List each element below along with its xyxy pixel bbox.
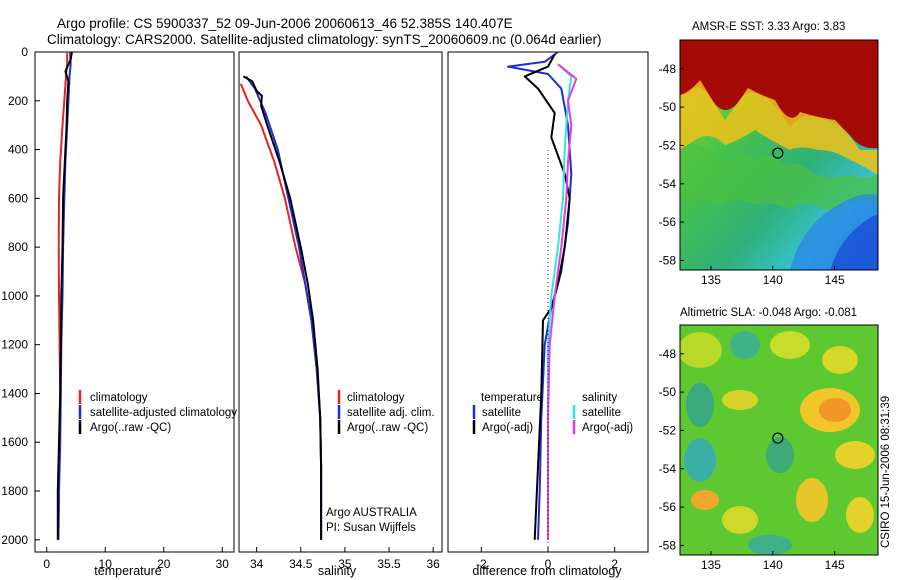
sla-map-axes: 135 140 145 -48 -50 -52 -54 -56 -58 [659,347,845,572]
legend-label-argo: Argo(..raw -QC) [90,422,171,434]
salinity-axis-label: salinity [318,564,357,578]
sst-map-frame [679,39,879,271]
depth-tick-label: 1000 [1,289,28,303]
x-tick-label: 2 [611,557,618,571]
x-tick-label: 35.5 [377,557,401,571]
x-tick-label: 34 [250,557,264,571]
series-line-satellite-adj-clim- [245,75,323,540]
argo-note-line2: PI: Susan Wijffels [326,522,416,534]
depth-tick-label: 400 [8,143,28,157]
legend-label-satellite: satellite adj. clim. [347,407,435,419]
legend-label-climatology: climatology [347,392,405,404]
map-y-tick-label: -50 [659,385,677,399]
sla-map-title: Altimetric SLA: -0.048 Argo: -0.081 [680,307,857,319]
map-y-tick-label: -58 [659,538,677,552]
salinity-panel: 34 34.5 35 35.5 36 [239,75,440,571]
salinity-legend: climatology satellite adj. clim. Argo(..… [337,390,435,434]
map-x-tick-label: 135 [701,273,721,287]
temperature-panel: 0 10 20 30 [43,51,230,571]
depth-tick-label: 600 [8,191,28,205]
series-line-temperature-satellite [507,51,573,540]
map-x-tick-label: 145 [825,558,845,572]
figure-title-line1: Argo profile: CS 5900337_52 09-Jun-2006 … [57,16,513,31]
map-y-tick-label: -52 [659,138,677,152]
map-x-tick-label: 140 [763,273,783,287]
credit-text: CSIRO 15-Jun-2006 08:31:39 [880,396,892,548]
legend-label-argo: Argo(..raw -QC) [347,422,428,434]
sst-map-axes: 135 140 145 -48 -50 -52 -54 -56 -58 [659,62,845,287]
temperature-axis-label: temperature [94,564,161,578]
sla-heatmap [680,325,878,555]
map-y-tick-label: -56 [659,500,677,514]
legend-label-climatology: climatology [90,392,148,404]
legend-label-temp-satellite: satellite [482,407,521,419]
x-tick-label: 34.5 [289,557,313,571]
x-tick-label: -2 [476,557,487,571]
sst-heatmap [680,40,878,270]
temperature-legend: climatology satellite-adjusted climatolo… [78,390,237,434]
map-x-tick-label: 140 [763,558,783,572]
x-tick-label: 35 [338,557,352,571]
series-line-argo-raw-qc- [56,51,73,540]
difference-axis-label: difference from climatology [472,564,622,578]
argo-note-line1: Argo AUSTRALIA [326,507,417,519]
map-y-tick-label: -50 [659,100,677,114]
sst-argo-location-marker [772,147,784,159]
x-tick-label: 0 [43,557,50,571]
depth-tick-label: 200 [8,94,28,108]
series-line-satellite-adjusted-climatology [57,51,72,540]
map-y-tick-label: -58 [659,253,677,267]
depth-tick-label: 1400 [1,386,28,400]
map-y-tick-label: -52 [659,423,677,437]
x-tick-label: 30 [216,557,230,571]
map-y-tick-label: -48 [659,62,677,76]
sla-map-frame [679,324,879,556]
series-line-argo-raw-qc- [242,75,323,540]
series-line-temperature-argo-adj- [523,53,571,540]
x-tick-label: 10 [99,557,113,571]
depth-tick-label: 2000 [1,533,28,547]
map-y-tick-label: -54 [659,177,677,191]
legend-label-sal-satellite: satellite [582,407,621,419]
legend-label-satellite: satellite-adjusted climatology [90,407,237,419]
depth-tick-label: 0 [21,45,28,59]
legend-label-sal-argo: Argo(-adj) [582,422,633,434]
depth-tick-label: 1600 [1,435,28,449]
map-y-tick-label: -54 [659,462,677,476]
difference-panel: -2 0 2 [476,51,618,571]
legend-title-salinity: salinity [582,392,617,404]
map-x-tick-label: 135 [701,558,721,572]
legend-title-temperature: temperature [481,392,543,404]
depth-axis: 0 200 400 600 800 1000 1200 1400 1600 1800 2000 [1,45,40,547]
sst-map-title: AMSR-E SST: 3.33 Argo: 3.83 [692,21,845,33]
difference-legend: temperature satellite Argo(-adj) salinit… [472,392,633,434]
x-tick-label: 36 [426,557,440,571]
legend-label-temp-argo: Argo(-adj) [482,422,533,434]
figure-title-line2: Climatology: CARS2000. Satellite-adjuste… [47,32,602,47]
map-y-tick-label: -48 [659,347,677,361]
x-tick-label: 0 [545,557,552,571]
sla-argo-location-marker [772,432,784,444]
salinity-plot-frame [238,51,443,553]
x-tick-label: 20 [157,557,171,571]
temperature-plot-frame [34,51,235,553]
map-x-tick-label: 145 [825,273,845,287]
depth-tick-label: 800 [8,240,28,254]
depth-tick-label: 1800 [1,484,28,498]
map-y-tick-label: -56 [659,215,677,229]
depth-tick-label: 1200 [1,338,28,352]
